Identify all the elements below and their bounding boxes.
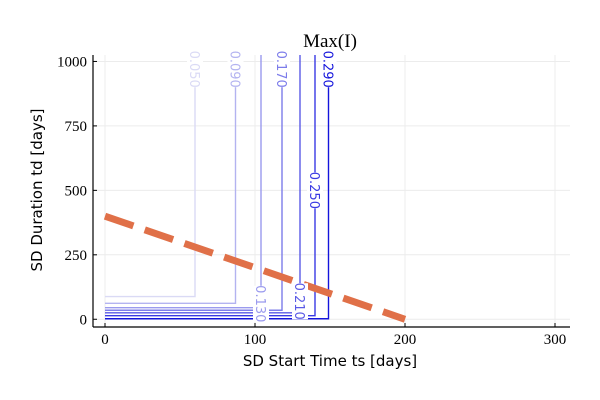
overlay [103, 212, 407, 323]
contour-label-bg [227, 51, 244, 88]
contour-label-group: 0.090 [227, 51, 244, 88]
contour-label-bg [253, 285, 269, 322]
x-tick-label: 0 [101, 332, 109, 348]
contour-label-bg [307, 172, 323, 209]
contour-label-bg [292, 283, 308, 320]
y-tick-label: 500 [65, 183, 88, 199]
y-tick-label: 0 [80, 312, 88, 328]
contour-label: 0.130 [252, 285, 267, 322]
x-tick-label: 300 [544, 332, 567, 348]
contour-line-0.250 [105, 55, 316, 317]
contour-label: 0.250 [306, 172, 321, 209]
x-tick-label: 100 [244, 332, 267, 348]
contour-label-bg [274, 51, 290, 88]
contour-lines [105, 55, 330, 320]
axes [92, 55, 570, 328]
contour-label-group: 0.130 [252, 285, 269, 322]
contour-label: 0.210 [291, 283, 306, 320]
contour-line-0.050 [105, 55, 196, 298]
contour-line-0.290 [105, 55, 330, 320]
x-tick-label: 200 [394, 332, 417, 348]
y-tick-label: 250 [65, 248, 88, 264]
y-tick-label: 750 [65, 119, 88, 135]
contour-label-group: 0.210 [291, 283, 308, 320]
contour-line-0.090 [105, 55, 237, 304]
contour-line-0.130 [105, 55, 262, 309]
grid [93, 55, 570, 327]
contour-label-group: 0.290 [320, 51, 337, 88]
contour-label-bg [187, 51, 203, 88]
contour-labels: 0.050 0.090 0.130 0.170 0.210 0.250 0.290 [186, 51, 337, 322]
contour-label: 0.170 [273, 51, 288, 88]
chart-title: Max(I) [303, 31, 357, 52]
x-axis-label: SD Start Time ts [days] [243, 352, 417, 370]
contour-label-group: 0.170 [273, 51, 290, 88]
contour-label: 0.050 [186, 51, 201, 88]
contour-label: 0.090 [227, 51, 242, 88]
ticks: 0 100 200 300 0 250 500 750 1000 [57, 54, 566, 348]
y-tick-label: 1000 [57, 54, 87, 70]
contour-label-group: 0.050 [186, 51, 203, 88]
contour-label-bg [320, 51, 337, 88]
contour-label-group: 0.250 [306, 172, 323, 209]
contour-line-0.170 [105, 55, 283, 311]
contour-label: 0.290 [320, 51, 335, 88]
y-axis-label: SD Duration td [days] [28, 108, 46, 271]
overlay-dashed-line [103, 212, 407, 323]
